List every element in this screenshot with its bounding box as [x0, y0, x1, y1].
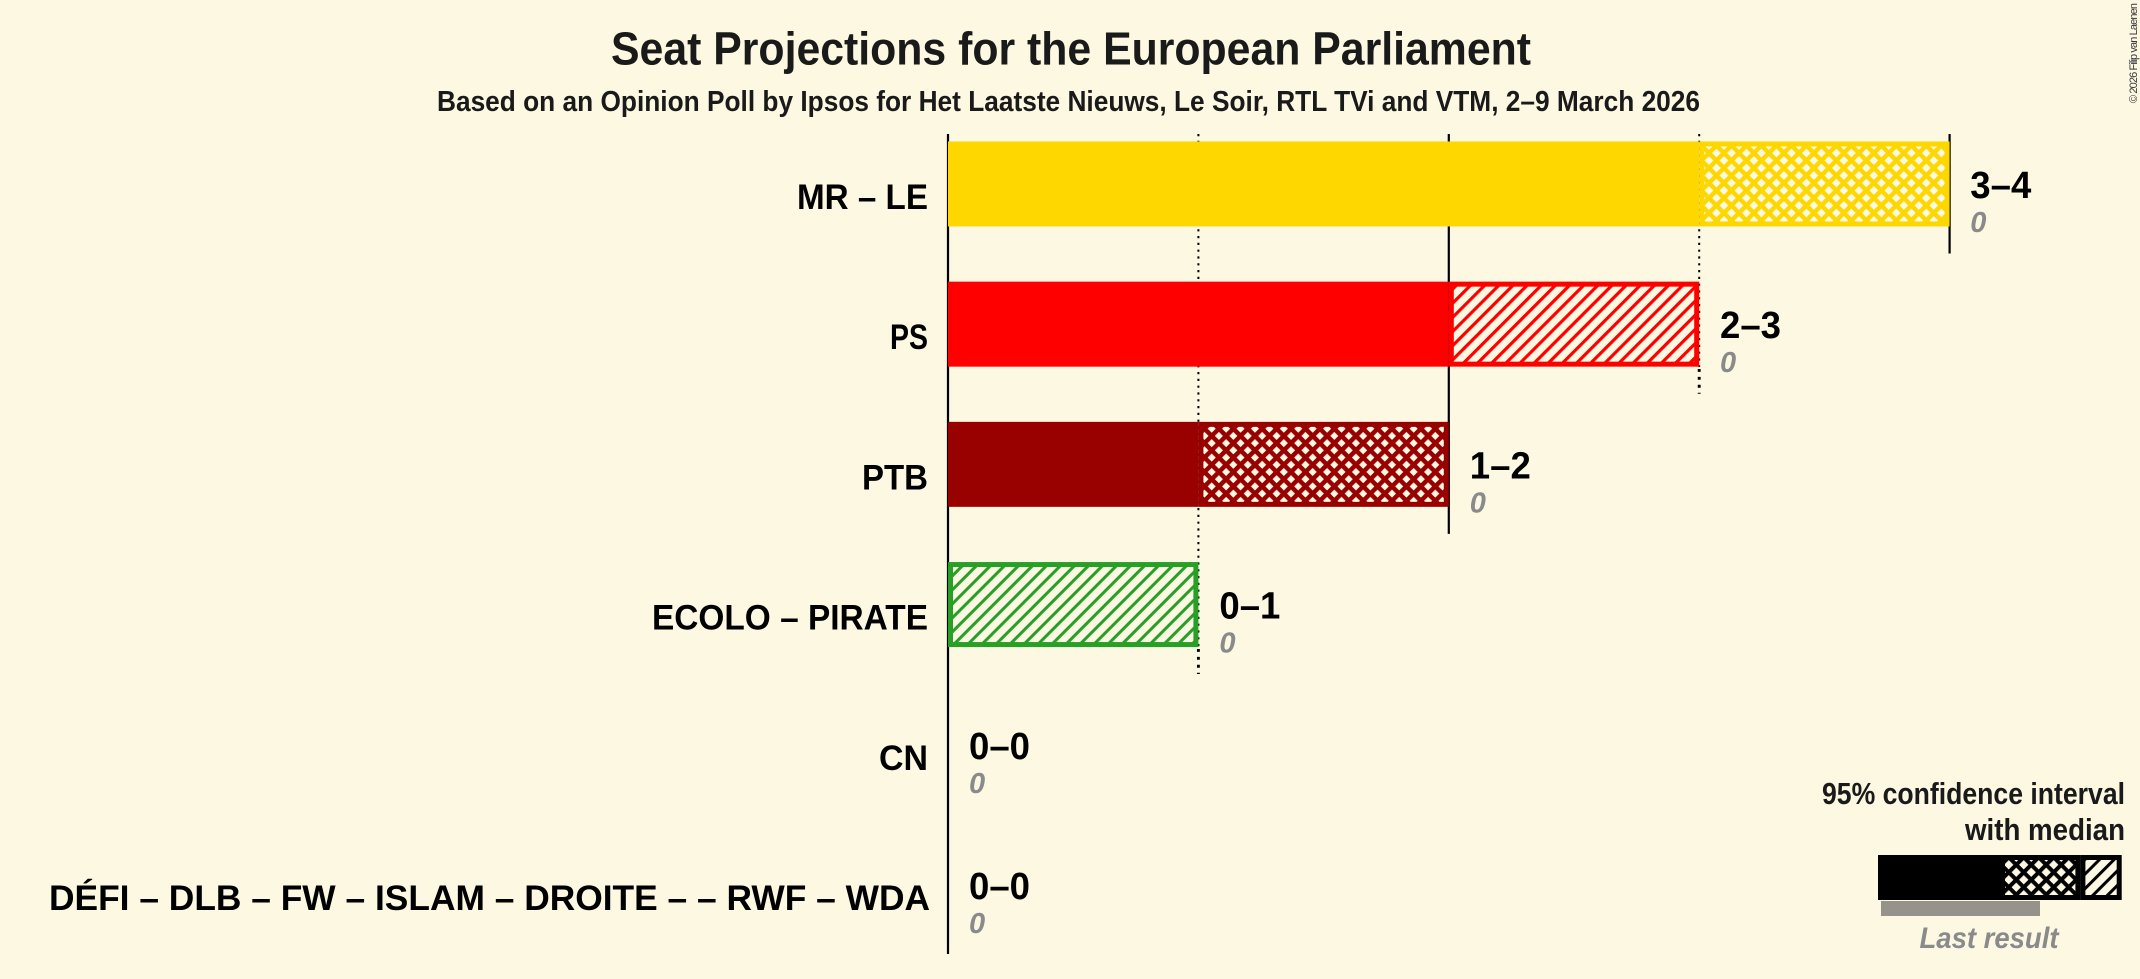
svg-text:0–1: 0–1 [1219, 586, 1280, 628]
svg-text:0: 0 [969, 908, 985, 940]
svg-text:PS: PS [890, 317, 928, 357]
svg-text:0: 0 [969, 768, 985, 800]
svg-text:ECOLO – PIRATE: ECOLO – PIRATE [652, 598, 928, 638]
svg-text:0: 0 [1219, 628, 1235, 660]
svg-text:MR – LE: MR – LE [797, 177, 928, 217]
svg-text:2–3: 2–3 [1720, 305, 1781, 347]
svg-text:PTB: PTB [862, 457, 928, 497]
svg-text:0–0: 0–0 [969, 866, 1030, 908]
svg-text:DÉFI – DLB – FW – ISLAM – DROI: DÉFI – DLB – FW – ISLAM – DROITE – – RWF… [49, 878, 930, 918]
svg-text:3–4: 3–4 [1970, 165, 2031, 207]
svg-text:0: 0 [1470, 487, 1486, 519]
svg-text:1–2: 1–2 [1470, 445, 1531, 487]
svg-text:Last result: Last result [1920, 922, 2061, 955]
svg-text:© 2026 Filip van Laenen: © 2026 Filip van Laenen [2128, 3, 2140, 103]
svg-text:Based on an Opinion Poll by Ip: Based on an Opinion Poll by Ipsos for He… [437, 86, 1700, 118]
svg-text:0–0: 0–0 [969, 726, 1030, 768]
svg-text:0: 0 [1720, 347, 1736, 379]
svg-text:95% confidence interval: 95% confidence interval [1822, 776, 2125, 811]
svg-text:CN: CN [879, 738, 928, 778]
svg-text:with median: with median [1964, 812, 2125, 847]
svg-text:0: 0 [1970, 207, 1986, 239]
svg-text:Seat Projections for the Europ: Seat Projections for the European Parlia… [611, 22, 1531, 74]
